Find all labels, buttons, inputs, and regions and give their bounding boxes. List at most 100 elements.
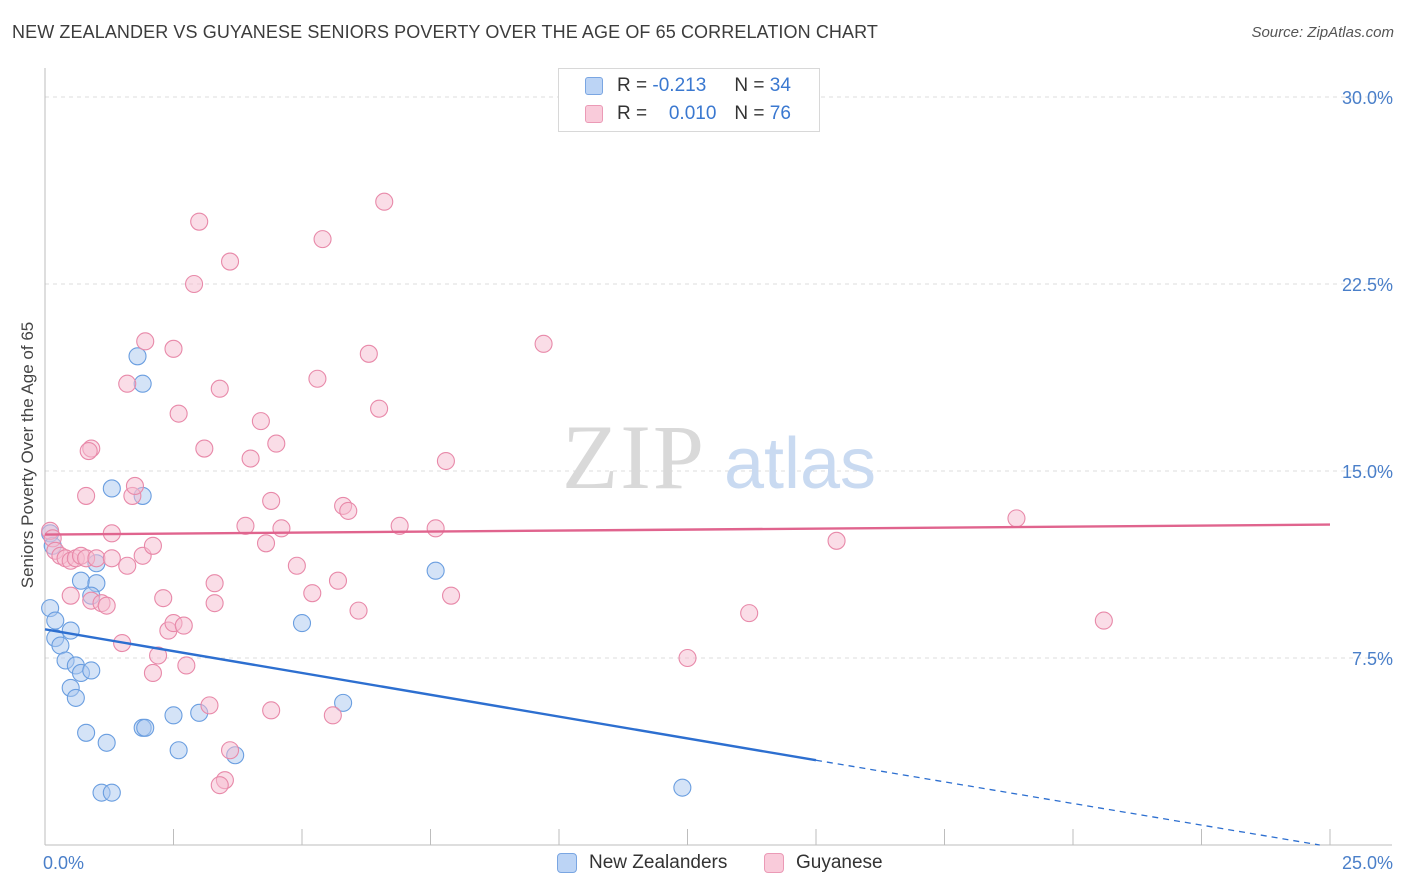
point-new-zealanders [169, 741, 188, 760]
point-guyanese [827, 531, 846, 550]
data-points [41, 192, 1113, 802]
point-guyanese [390, 516, 409, 535]
watermark-atlas: atlas [724, 424, 876, 504]
point-new-zealanders [133, 374, 152, 393]
point-guyanese [256, 534, 276, 553]
legend-n-value: 76 [769, 103, 791, 124]
point-guyanese [79, 442, 98, 461]
point-new-zealanders [102, 479, 121, 498]
point-guyanese [169, 404, 188, 423]
point-guyanese [220, 252, 240, 271]
x-tick-label: 25.0% [1342, 853, 1393, 873]
point-guyanese [97, 596, 116, 615]
point-guyanese [154, 589, 173, 608]
point-new-zealanders [66, 688, 85, 707]
point-new-zealanders [426, 561, 445, 580]
point-guyanese [267, 434, 286, 453]
series-legend: New Zealanders Guyanese [0, 852, 1406, 878]
point-guyanese [534, 334, 553, 353]
point-guyanese [77, 486, 96, 505]
legend-n-value: 34 [769, 75, 791, 96]
legend-swatch-guyanese [585, 105, 603, 123]
point-new-zealanders [673, 778, 692, 797]
point-guyanese [195, 439, 214, 458]
point-guyanese [262, 491, 281, 510]
point-new-zealanders [61, 621, 80, 640]
chart-title: NEW ZEALANDER VS GUYANESE SENIORS POVERT… [12, 22, 878, 42]
point-guyanese [349, 601, 368, 620]
point-guyanese [339, 501, 358, 520]
watermark: ZIP atlas [562, 406, 876, 508]
trend-lines [44, 523, 1331, 846]
point-new-zealanders [71, 571, 91, 590]
point-guyanese [143, 663, 162, 683]
series-legend-guyanese: Guyanese [764, 852, 883, 874]
legend-r-value: -0.213 [652, 75, 707, 96]
watermark-zip: ZIP [562, 406, 706, 508]
point-guyanese [1007, 509, 1026, 528]
point-guyanese [220, 741, 240, 760]
point-guyanese [370, 399, 389, 418]
y-tick-label: 15.0% [1342, 462, 1393, 482]
y-tick-label: 22.5% [1342, 275, 1393, 295]
point-guyanese [313, 230, 332, 249]
point-guyanese [136, 332, 155, 351]
legend-row-guyanese: R = 0.010 N = 76 [585, 101, 791, 127]
axes [44, 68, 1392, 846]
point-guyanese [359, 344, 378, 363]
point-guyanese [210, 776, 229, 795]
point-guyanese [323, 706, 342, 725]
point-guyanese [303, 584, 322, 603]
point-guyanese [143, 536, 162, 555]
point-guyanese [442, 586, 461, 605]
grid-lines [45, 96, 1392, 659]
point-guyanese [200, 696, 219, 715]
point-guyanese [262, 701, 281, 720]
point-guyanese [328, 571, 348, 590]
point-new-zealanders [128, 347, 147, 366]
series-swatch-guyanese [764, 853, 784, 873]
y-tick-label: 7.5% [1352, 649, 1393, 669]
legend-swatch-new-zealanders [585, 77, 603, 95]
point-guyanese [87, 549, 106, 568]
point-guyanese [125, 476, 144, 496]
y-tick-label: 30.0% [1342, 88, 1393, 108]
point-guyanese [205, 574, 224, 593]
point-guyanese [118, 556, 137, 575]
point-guyanese [251, 412, 270, 431]
point-guyanese [241, 449, 260, 468]
point-guyanese [102, 549, 121, 568]
point-new-zealanders [82, 661, 101, 680]
point-new-zealanders [334, 693, 353, 712]
legend-n-label: N = [734, 103, 765, 124]
source-credit: Source: ZipAtlas.com [1251, 24, 1394, 41]
tick-labels: 7.5% 15.0% 22.5% 30.0% 0.0% 25.0% [43, 88, 1393, 873]
point-guyanese [308, 369, 327, 388]
point-new-zealanders [102, 783, 121, 802]
correlation-legend: R = -0.213 N = 34 R = 0.010 N = 76 [558, 68, 820, 132]
point-guyanese [185, 274, 204, 294]
point-guyanese [236, 516, 255, 535]
legend-n-label: N = [734, 75, 765, 96]
series-swatch-new-zealanders [557, 853, 577, 873]
point-guyanese [375, 192, 394, 211]
point-guyanese [61, 586, 80, 605]
series-name-guyanese: Guyanese [796, 852, 883, 873]
point-guyanese [205, 594, 224, 613]
point-guyanese [190, 212, 209, 231]
x-tick-label: 0.0% [43, 853, 84, 873]
legend-r-value: 0.010 [668, 103, 717, 124]
point-new-zealanders [136, 718, 155, 737]
point-guyanese [164, 339, 183, 358]
legend-r-label: R = [617, 75, 648, 96]
trend-line-extension-new-zealanders [815, 759, 1320, 846]
series-legend-new-zealanders: New Zealanders [557, 852, 727, 874]
point-guyanese [149, 646, 168, 665]
point-guyanese [426, 519, 445, 538]
point-guyanese [174, 616, 193, 635]
point-new-zealanders [164, 706, 183, 725]
point-guyanese [1094, 611, 1113, 630]
point-guyanese [287, 556, 306, 575]
series-name-new-zealanders: New Zealanders [589, 852, 728, 873]
